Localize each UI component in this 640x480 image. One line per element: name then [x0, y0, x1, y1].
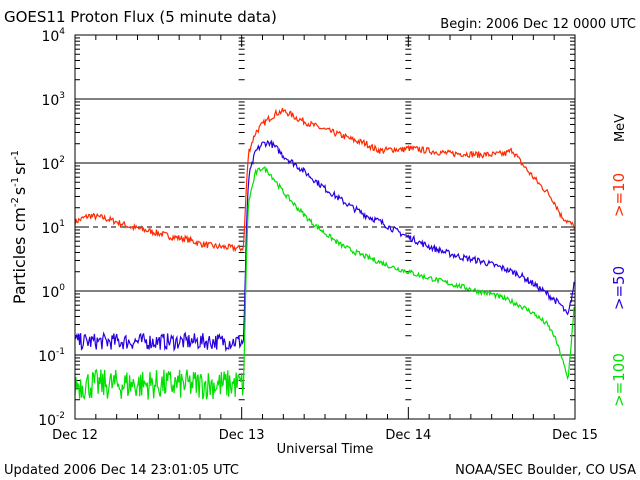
- series-line-2: [74, 166, 575, 401]
- legend-label-50: >=50: [610, 266, 628, 310]
- y-tick-label: 102: [41, 155, 65, 173]
- y-tick-label: 104: [41, 27, 65, 45]
- series-line-0: [74, 107, 575, 253]
- plot-frame: [74, 34, 576, 420]
- x-tick-labels: Dec 12 Dec 13 Dec 14 Dec 15: [52, 428, 598, 443]
- credit-label: NOAA/SEC Boulder, CO USA: [455, 463, 636, 478]
- x-tick-label: Dec 15: [552, 428, 598, 443]
- y-tick-labels: 10-2 10-1 100 101 102 103 104: [38, 27, 65, 429]
- chart-title: GOES11 Proton Flux (5 minute data): [4, 8, 277, 26]
- x-axis-label: Universal Time: [277, 442, 374, 457]
- y-tick-label: 101: [41, 219, 65, 237]
- legend-label-10: >=10: [610, 173, 628, 217]
- updated-time: Updated 2006 Dec 14 23:01:05 UTC: [4, 463, 239, 478]
- y-tick-label: 10-2: [38, 411, 65, 429]
- y-tick-label: 103: [41, 91, 65, 109]
- begin-time: Begin: 2006 Dec 12 0000 UTC: [440, 17, 636, 32]
- unit-label-mev: MeV: [613, 114, 628, 142]
- legend-label-100: >=100: [610, 353, 628, 407]
- y-tick-label: 10-1: [38, 347, 65, 365]
- grid-lines: [75, 98, 575, 356]
- x-tick-label: Dec 12: [52, 428, 98, 443]
- y-tick-label: 100: [41, 283, 65, 301]
- x-tick-label: Dec 14: [385, 428, 431, 443]
- x-tick-label: Dec 13: [219, 428, 265, 443]
- y-axis-label: Particles cm-2s-1sr-1: [10, 150, 29, 304]
- series-layer: [74, 107, 575, 401]
- series-line-1: [74, 139, 575, 353]
